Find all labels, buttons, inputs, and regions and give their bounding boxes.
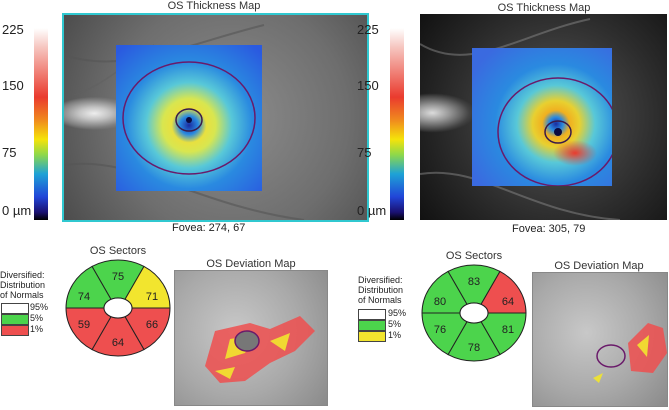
right-legend-line2: Distribution [358, 285, 404, 295]
right-tick-150: 150 [357, 78, 379, 93]
right-legend-5: 5% [388, 319, 402, 329]
right-thickness-title: OS Thickness Map [497, 2, 591, 14]
left-deviation-overlay [205, 316, 315, 383]
left-legend-swatch-1 [1, 325, 29, 336]
right-legend-line3: of Normals [358, 295, 402, 305]
right-sector-top: 83 [468, 276, 480, 288]
left-tick-0: 0 µm [2, 203, 32, 218]
right-fundus-image [420, 14, 667, 220]
right-legend-swatch-1 [358, 331, 386, 342]
right-fovea-caption: Fovea: 305, 79 [512, 223, 586, 235]
left-deviation-map [174, 270, 328, 406]
left-tick-75: 75 [2, 145, 17, 160]
right-legend-swatch-5 [358, 320, 386, 331]
left-tick-150: 150 [2, 78, 24, 93]
left-sector-lower-right: 66 [146, 319, 158, 331]
left-sector-upper-left: 74 [78, 291, 90, 303]
right-sector-lower-right: 81 [502, 324, 514, 336]
right-sector-upper-left: 80 [434, 296, 446, 308]
left-legend-line3: of Normals [0, 290, 44, 300]
left-legend-swatch-5 [1, 314, 29, 325]
right-deviation-title: OS Deviation Map [554, 260, 644, 272]
right-legend-swatch-95 [358, 309, 386, 320]
left-deviation-title: OS Deviation Map [206, 258, 296, 270]
right-thickness-map [472, 48, 612, 186]
right-sector-bottom: 78 [468, 342, 480, 354]
right-tick-225: 225 [357, 22, 379, 37]
left-fovea-caption: Fovea: 274, 67 [172, 222, 246, 234]
right-legend-95: 95% [388, 308, 407, 318]
right-tick-75: 75 [357, 145, 372, 160]
left-legend-line2: Distribution [0, 280, 46, 290]
right-tick-0: 0 µm [357, 203, 387, 218]
right-sector-center-hole [459, 302, 489, 324]
left-thickness-map [116, 45, 262, 191]
left-legend-5: 5% [30, 313, 44, 323]
left-thickness-title: OS Thickness Map [167, 0, 261, 12]
right-legend-heading: Diversified: Distribution of Normals [358, 275, 418, 305]
left-sectors-title: OS Sectors [89, 245, 147, 257]
left-sector-top: 75 [112, 271, 124, 283]
left-legend-1: 1% [30, 324, 44, 334]
right-sectors-chart: 83 80 64 76 78 81 [421, 264, 527, 362]
left-legend-swatch-95 [1, 303, 29, 314]
left-sectors-chart: 75 74 71 59 64 66 [65, 259, 171, 357]
left-sector-bottom: 64 [112, 337, 124, 349]
right-deviation-map [532, 272, 668, 407]
left-sector-lower-left: 59 [78, 319, 90, 331]
right-sector-upper-right: 64 [502, 296, 514, 308]
left-tick-225: 225 [2, 22, 24, 37]
right-sectors-title: OS Sectors [445, 250, 503, 262]
left-legend-heading: Diversified: Distribution of Normals [0, 270, 60, 300]
left-color-scale [34, 28, 48, 220]
right-deviation-overlay [593, 323, 667, 383]
left-sector-upper-right: 71 [146, 291, 158, 303]
right-legend-1: 1% [388, 330, 402, 340]
left-legend-line1: Diversified: [0, 270, 45, 280]
left-legend-95: 95% [30, 302, 49, 312]
left-sector-center-hole [103, 297, 133, 319]
right-sector-lower-left: 76 [434, 324, 446, 336]
right-color-scale [390, 28, 404, 220]
right-legend-line1: Diversified: [358, 275, 403, 285]
left-fundus-image [62, 13, 369, 222]
